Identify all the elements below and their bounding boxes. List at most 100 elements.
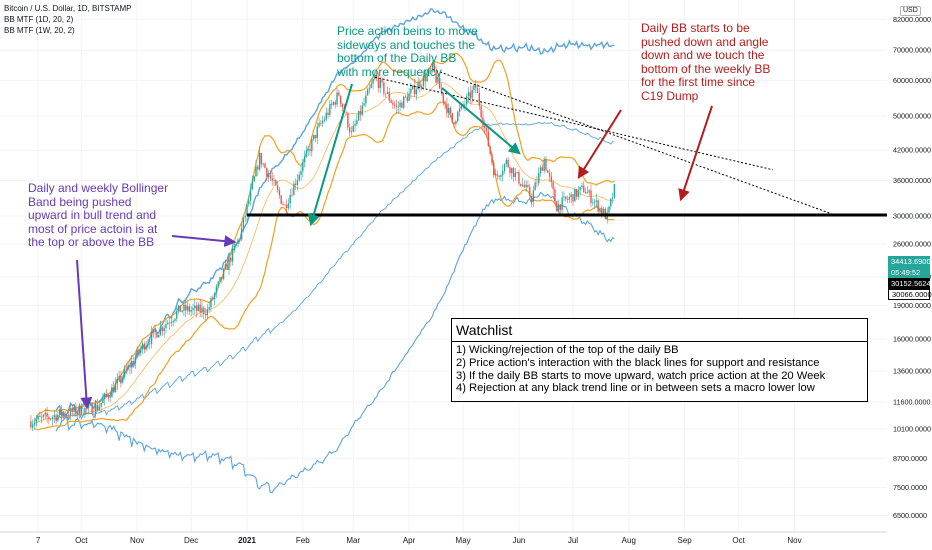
candle-body: [170, 322, 173, 324]
candle-body: [82, 414, 84, 416]
candle-body: [584, 192, 587, 194]
arrow-daily-down: [678, 105, 713, 202]
candle-body: [176, 311, 178, 319]
candle-body: [494, 174, 497, 176]
x-tick-label: 7: [36, 536, 41, 545]
candle-body: [69, 408, 72, 416]
candle-body: [422, 75, 425, 86]
candle-body: [129, 365, 131, 368]
candle-body: [339, 95, 342, 104]
candle-body: [284, 204, 286, 206]
candle-body: [73, 406, 75, 412]
candle-body: [59, 409, 61, 415]
candle-body: [114, 383, 117, 393]
candle-body: [557, 204, 560, 212]
candle-body: [201, 307, 203, 313]
candle-body: [538, 173, 540, 184]
indicator-daily-bb[interactable]: BB MTF (1D, 20, 2): [4, 15, 74, 24]
candle-body: [511, 167, 513, 174]
y-tick-label: 70000.0000: [893, 46, 931, 55]
arrow-sideways-right: [441, 87, 521, 155]
candle-body: [152, 330, 155, 333]
candle-body: [401, 102, 403, 108]
candle-body: [190, 310, 192, 312]
y-tick-label: 82000.0000: [893, 15, 931, 24]
candle-body: [217, 281, 219, 287]
candle-body: [500, 175, 502, 177]
candle-body: [66, 415, 68, 417]
trend-line[interactable]: [374, 76, 773, 171]
candle-body: [329, 103, 331, 115]
candle-body: [131, 361, 133, 368]
candle-body: [466, 96, 468, 105]
candle-body: [610, 198, 612, 207]
candle-body: [602, 208, 605, 214]
trend-line[interactable]: [432, 68, 838, 217]
candle-body: [212, 298, 214, 300]
candle-body: [224, 264, 227, 269]
candle-body: [410, 88, 412, 94]
candle-body: [323, 119, 326, 121]
candle-body: [123, 368, 126, 378]
candle-body: [113, 387, 115, 393]
candle-body: [442, 92, 445, 102]
daily-bb-upper: [33, 52, 615, 422]
candle-body: [413, 85, 416, 95]
candle-body: [289, 194, 291, 204]
candle-body: [453, 122, 455, 125]
bollinger-bands: [33, 8, 615, 494]
candle-body: [111, 387, 113, 398]
candle-body: [154, 330, 156, 333]
candle-body: [556, 201, 558, 212]
watchlist-box: Watchlist 1) Wicking/rejection of the to…: [451, 318, 868, 402]
candle-body: [275, 179, 277, 186]
candle-body: [77, 412, 79, 415]
candle-body: [141, 343, 144, 350]
candle-body: [545, 159, 547, 171]
candle-body: [226, 264, 228, 270]
candle-body: [78, 406, 81, 413]
arrow-daily-down-left: [577, 109, 622, 180]
currency-badge[interactable]: USD: [900, 6, 921, 16]
candle-body: [420, 85, 423, 88]
x-tick-label: Nov: [130, 536, 144, 545]
candle-body: [251, 181, 254, 190]
candle-body: [309, 148, 311, 152]
indicator-weekly-bb[interactable]: BB MTF (1W, 20, 2): [4, 26, 75, 35]
candle-body: [350, 131, 353, 133]
candle-body: [314, 134, 317, 139]
candle-body: [332, 102, 335, 105]
candle-body: [105, 393, 108, 396]
candle-body: [255, 166, 257, 177]
candle-body: [565, 196, 567, 200]
candle-body: [194, 305, 196, 309]
candle-body: [366, 89, 369, 96]
candle-body: [437, 77, 439, 83]
candle-body: [266, 168, 268, 177]
candle-body: [271, 178, 273, 181]
y-tick-label: 30000.0000: [893, 212, 931, 221]
candle-body: [530, 196, 533, 202]
candle-body: [156, 332, 158, 338]
time-axis[interactable]: 7 Oct Nov Dec 2021 Feb Mar Apr May Jun Jul Aug Sep Oc…: [0, 531, 887, 545]
candle-body: [285, 204, 288, 209]
candle-body: [379, 79, 381, 88]
candle-body: [491, 153, 493, 163]
candle-body: [147, 343, 149, 346]
arrow-bull-down: [76, 259, 93, 410]
candle-body: [179, 305, 182, 312]
candle-body: [590, 190, 592, 203]
candle-body: [258, 152, 261, 170]
candle-body: [262, 163, 264, 165]
candle-body: [84, 408, 86, 415]
candle-body: [579, 186, 581, 191]
candle-body: [368, 87, 371, 90]
candle-body: [51, 417, 54, 419]
candle-body: [291, 194, 293, 196]
candle-body: [440, 88, 443, 93]
x-tick-label: Sep: [678, 536, 693, 545]
bar-countdown-label: 05:49:52: [888, 267, 930, 278]
candle-body: [318, 122, 320, 127]
candle-body: [460, 104, 463, 109]
